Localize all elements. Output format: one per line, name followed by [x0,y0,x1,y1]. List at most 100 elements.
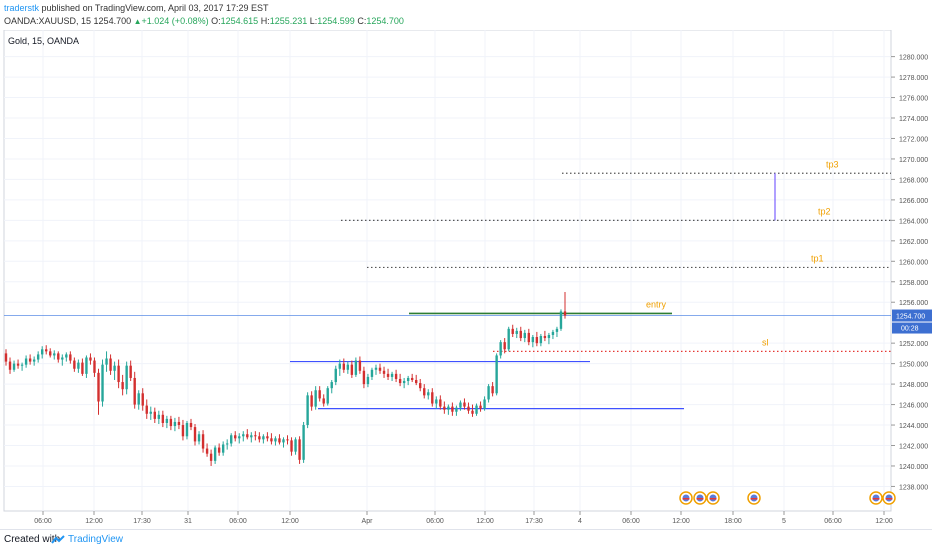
candle [398,373,402,387]
y-tick-label: 1272.000 [899,136,928,143]
time-axis[interactable]: 06:00 12:00 17:30 31 06:00 12:00 Apr 06:00 12:00… [34,511,893,525]
candle-body [197,434,201,442]
candle-body [543,335,547,339]
flag-icon-stripe [682,498,690,500]
sl-label[interactable]: sl [762,337,769,347]
candle [539,333,543,347]
candle-body [527,332,531,343]
flag-icon[interactable] [747,491,761,505]
candle [69,351,72,364]
candle-body [161,414,165,423]
candle [53,350,56,360]
candle [153,407,156,423]
candle [97,368,100,415]
candle [16,359,20,369]
candle-body [141,393,144,406]
x-tick-label: 18:00 [724,518,742,525]
candle-body [258,436,261,440]
candle [523,329,526,343]
candle [431,388,434,407]
candle [334,365,337,386]
candle [12,360,16,372]
candle-body [298,439,301,460]
candle-body [61,357,64,360]
candle [314,386,317,410]
candle [141,388,144,411]
y-tick-label: 1246.000 [899,403,928,410]
candle-body [109,358,112,371]
x-tick-label: 12:00 [476,518,494,525]
flag-icon[interactable] [693,491,707,505]
candle-body [213,447,217,461]
author-link[interactable]: traderstk [4,3,40,13]
candle [551,329,555,340]
y-tick-label: 1268.000 [899,177,928,184]
candles-layer [4,291,567,466]
candle [563,291,567,319]
candle [350,360,354,378]
flag-icon[interactable] [869,491,883,505]
candle [181,419,185,441]
price-axis[interactable]: 1238.000 1240.000 1242.000 1244.000 1246.000… [891,55,928,492]
candle-body [4,353,8,362]
candle-body [354,360,358,375]
candle-body [205,448,209,454]
tp3-label[interactable]: tp3 [826,159,839,169]
candle-body [547,334,551,339]
candle-body [45,349,48,352]
flag-icon[interactable] [679,491,693,505]
candle-body [254,435,257,437]
tp1-label[interactable]: tp1 [811,253,824,263]
flag-icon[interactable] [706,491,720,505]
candle [451,402,454,416]
y-tick-label: 1264.000 [899,218,928,225]
y-tick-label: 1278.000 [899,75,928,82]
flag-icon[interactable] [882,491,896,505]
candle-body [129,365,132,378]
candle-body [398,378,402,384]
candle-body [177,421,181,426]
chart-pane[interactable] [3,30,892,512]
candle-body [366,376,370,385]
candle-body [101,364,104,402]
candle-body [97,372,100,402]
candle-body [455,407,458,412]
entry-label[interactable]: entry [646,299,667,309]
candle [318,386,321,402]
candle-body [40,349,44,355]
candle [455,405,458,416]
candle-body [262,436,265,440]
candle-body [511,328,514,334]
candle [189,418,193,431]
candle [366,373,370,388]
candle-body [169,418,173,427]
candle [463,398,466,410]
candle [310,391,313,411]
x-tick-label: 17:30 [133,518,151,525]
event-markers[interactable] [679,491,896,505]
candle [358,356,362,374]
price-change: +1.024 (+0.08%) [141,16,209,26]
open-label: O: [211,16,221,26]
price-chart[interactable]: 1238.000 1240.000 1242.000 1244.000 1246.000… [0,30,932,529]
candle [415,374,418,386]
candle-body [290,440,293,452]
candle-body [358,360,362,371]
candle [282,437,285,448]
candle [129,360,132,382]
candle-body [435,399,438,404]
y-tick-label: 1244.000 [899,423,928,430]
candle [73,357,76,372]
x-tick-label: 12:00 [672,518,690,525]
x-tick-label: 06:00 [34,518,52,525]
candle-body [270,438,273,442]
candle [495,353,498,396]
candle [101,359,104,407]
tp2-label[interactable]: tp2 [818,206,831,216]
flag-icon-stripe [750,498,758,500]
candle [61,354,64,366]
candle [290,437,293,456]
price-tags: 1254.700 00:28 [892,309,932,334]
tradingview-brand[interactable]: TradingView [68,534,124,545]
candle [93,357,96,377]
